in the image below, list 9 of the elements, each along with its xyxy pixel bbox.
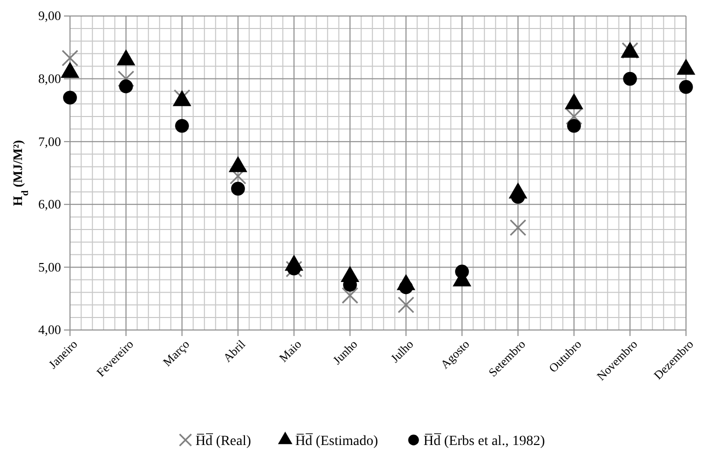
y-tick-label: 5,00 <box>38 259 61 274</box>
y-tick-label: 7,00 <box>38 134 61 149</box>
legend-label: H̅d̅ (Erbs et al., 1982) <box>424 432 546 449</box>
legend-label: H̅d̅ (Real) <box>195 432 252 449</box>
legend-label: H̅d̅ (Estimado) <box>295 432 378 449</box>
y-tick-label: 9,00 <box>38 8 61 24</box>
y-tick-label: 6,00 <box>38 196 61 212</box>
y-tick-label: 8,00 <box>38 70 61 86</box>
y-tick-label: 4,00 <box>38 322 61 338</box>
